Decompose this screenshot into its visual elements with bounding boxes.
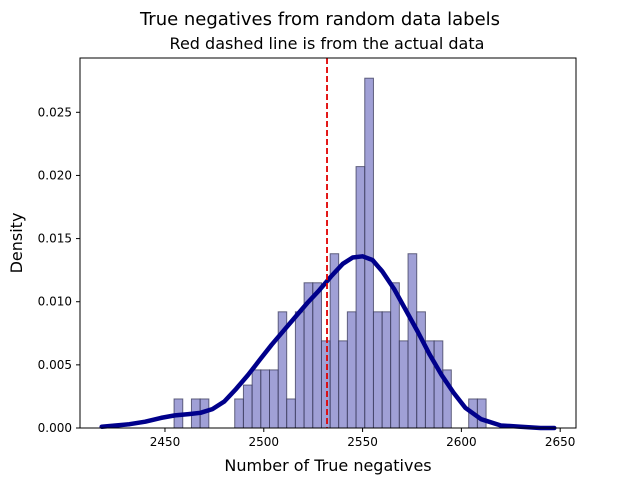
x-tick-label: 2500 [249,435,280,449]
histogram-bar [294,311,305,429]
y-tick-label: 0.000 [38,421,72,435]
y-axis-label: Density [7,213,26,274]
histogram-bar [355,166,366,429]
x-tick-label: 2450 [150,435,181,449]
histogram-bar [476,398,487,429]
chart-subtitle: Red dashed line is from the actual data [170,34,485,53]
histogram-bar [242,384,253,429]
histogram-bar [286,398,296,429]
histogram-bars [173,77,487,429]
histogram-bar [364,77,374,429]
x-axis-label: Number of True negatives [224,456,431,475]
histogram-bar [381,311,392,429]
y-tick-label: 0.015 [38,232,72,246]
x-axis-ticks: 2450 2500 2550 2600 2650 [150,428,576,449]
histogram-bar [320,340,331,429]
x-tick-label: 2550 [347,435,378,449]
histogram-bar [329,253,340,429]
histogram-bar [251,369,262,429]
y-tick-label: 0.025 [38,105,72,119]
histogram-bar [338,340,348,429]
histogram-bar [390,282,400,429]
kde-curve [99,254,557,431]
histogram-bar [407,253,418,429]
chart-title: True negatives from random data labels [139,9,500,30]
y-tick-label: 0.005 [38,358,72,372]
histogram-bar [312,282,322,429]
histogram-bar [398,340,409,429]
histogram-bar [433,340,444,429]
plot-frame [79,57,577,429]
histogram-bar [269,369,279,429]
y-axis-ticks: 0.000 0.005 0.010 0.015 0.020 0.025 [38,105,80,435]
histogram-bar [372,311,383,429]
x-tick-label: 2650 [545,435,576,449]
histogram-bar [234,398,244,429]
y-tick-label: 0.020 [38,168,72,182]
x-tick-label: 2600 [446,435,477,449]
y-tick-label: 0.010 [38,295,72,309]
histogram-bar [260,369,271,429]
histogram-bar [346,311,357,429]
kde-layer [99,254,557,431]
